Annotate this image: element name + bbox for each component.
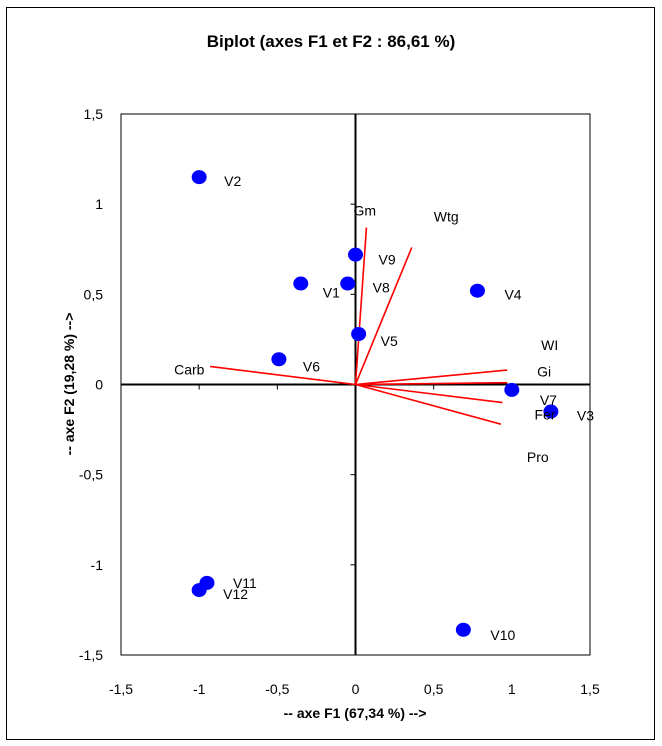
y-tick-label: 0,5 bbox=[84, 286, 104, 302]
point-label: V7 bbox=[540, 392, 557, 408]
point-label: V4 bbox=[504, 287, 521, 303]
vector-label: Gm bbox=[353, 203, 376, 219]
point-v12 bbox=[191, 583, 207, 598]
point-label: V2 bbox=[224, 173, 241, 189]
vector-wi bbox=[355, 369, 508, 386]
x-tick-label: -0,5 bbox=[265, 681, 289, 697]
point-label: V12 bbox=[223, 586, 248, 602]
y-axis-title: -- axe F2 (19,28 %) --> bbox=[61, 313, 77, 456]
point-label: V8 bbox=[373, 280, 390, 296]
point-v10 bbox=[455, 622, 471, 637]
x-axis-title: -- axe F1 (67,34 %) --> bbox=[284, 705, 427, 721]
x-tick-label: 0 bbox=[352, 681, 360, 697]
point-v1 bbox=[293, 276, 309, 291]
point-label: V11 bbox=[233, 575, 257, 591]
point-label: V3 bbox=[577, 408, 594, 424]
point-label: V5 bbox=[381, 333, 398, 349]
vector-pro bbox=[355, 383, 502, 425]
vector-wtg bbox=[354, 247, 413, 385]
point-label: V1 bbox=[323, 285, 340, 301]
point-label: V9 bbox=[379, 252, 396, 268]
chart-frame bbox=[6, 7, 655, 740]
vector-fer bbox=[355, 383, 503, 404]
y-tick-label: -0,5 bbox=[79, 467, 103, 483]
point-v3 bbox=[543, 404, 559, 419]
y-tick-label: -1,5 bbox=[79, 647, 103, 663]
chart-title: Biplot (axes F1 et F2 : 86,61 %) bbox=[206, 32, 456, 51]
y-tick-label: 1 bbox=[95, 196, 103, 212]
vector-gm bbox=[354, 227, 368, 385]
y-tick-label: 1,5 bbox=[84, 106, 104, 122]
x-tick-label: -1 bbox=[193, 681, 206, 697]
vector-label: Carb bbox=[174, 361, 205, 377]
point-v5 bbox=[351, 327, 367, 342]
point-v9 bbox=[348, 247, 363, 262]
vector-label: Wtg bbox=[434, 208, 459, 224]
point-v8 bbox=[340, 276, 356, 291]
vector-label: Fer bbox=[534, 407, 555, 423]
x-tick-label: 0,5 bbox=[424, 681, 444, 697]
point-label: V6 bbox=[303, 358, 320, 374]
vector-gi bbox=[355, 381, 508, 386]
x-tick-label: 1,5 bbox=[580, 681, 600, 697]
vector-label: Pro bbox=[527, 449, 549, 465]
point-label: V10 bbox=[490, 627, 515, 643]
point-v4 bbox=[469, 283, 485, 298]
point-v7 bbox=[504, 382, 520, 397]
vector-label: WI bbox=[541, 337, 558, 353]
y-tick-label: -1 bbox=[91, 557, 104, 573]
vector-carb bbox=[210, 365, 356, 386]
y-tick-label: 0 bbox=[95, 377, 103, 393]
vector-label: Gi bbox=[537, 364, 551, 380]
point-v2 bbox=[191, 170, 207, 185]
x-tick-label: -1,5 bbox=[109, 681, 133, 697]
point-v6 bbox=[271, 352, 287, 367]
x-tick-label: 1 bbox=[508, 681, 516, 697]
